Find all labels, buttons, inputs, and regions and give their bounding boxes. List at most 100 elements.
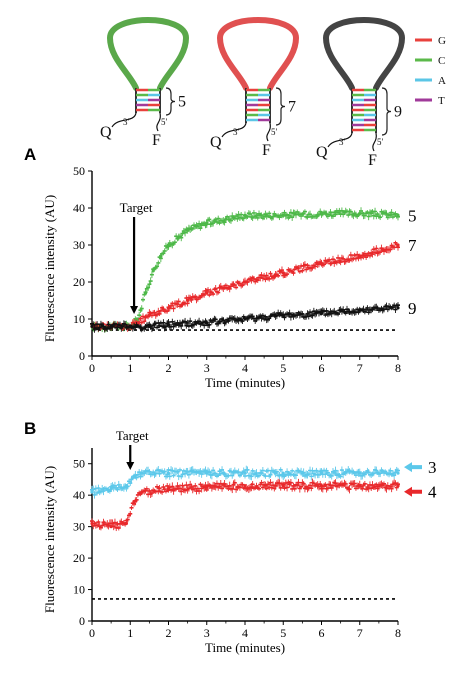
end-3-label: 3′ [233, 127, 240, 137]
tail-3 [327, 132, 353, 148]
series-point [205, 471, 209, 475]
series-point [358, 211, 362, 216]
series-4 [90, 478, 400, 532]
series-point [396, 243, 400, 247]
series-point [166, 243, 171, 247]
tail-5 [156, 112, 161, 132]
y-tick-label: 0 [79, 614, 85, 628]
series-point [140, 471, 144, 475]
stem-brace [275, 87, 286, 126]
series-point [281, 484, 285, 488]
hairpin-1: 5 3′ 5′ Q F [100, 17, 190, 149]
series-point [159, 254, 163, 258]
series-3 [90, 465, 400, 499]
x-tick-label: 3 [204, 626, 210, 640]
x-tick-label: 5 [280, 626, 286, 640]
x-tick-label: 5 [280, 361, 286, 375]
x-tick-label: 2 [166, 626, 172, 640]
series-point [319, 211, 324, 216]
stem-length-label: 5 [178, 94, 186, 111]
x-tick-label: 8 [395, 626, 401, 640]
series-label-7: 7 [408, 236, 417, 255]
tail-3 [111, 112, 137, 128]
series-point [109, 525, 113, 529]
series-point [166, 471, 171, 475]
y-tick-label: 20 [73, 275, 85, 289]
x-tick-label: 1 [127, 626, 133, 640]
series-point [143, 291, 148, 295]
series-point [319, 311, 324, 316]
panel-label-a: A [24, 145, 36, 164]
series-point [358, 254, 362, 258]
series-point [319, 261, 324, 266]
x-tick-label: 4 [242, 361, 248, 375]
tail-3 [221, 122, 247, 138]
series-point [124, 521, 129, 526]
y-tick-label: 50 [73, 457, 85, 471]
hairpin-3: 9 3′ 5′ Q F [316, 17, 406, 169]
y-tick-label: 40 [73, 201, 85, 215]
tail-5 [372, 132, 377, 152]
y-tick-label: 10 [73, 312, 85, 326]
fluorophore-label: F [368, 152, 377, 169]
x-tick-label: 8 [395, 361, 401, 375]
series-point [319, 471, 324, 475]
x-tick-label: 0 [89, 626, 95, 640]
target-arrow-head [126, 462, 135, 470]
series-point [124, 484, 129, 488]
series-point [132, 474, 136, 478]
series-point [132, 499, 136, 504]
series-point [205, 291, 209, 295]
x-tick-label: 6 [319, 361, 325, 375]
y-tick-label: 0 [79, 349, 85, 363]
fluorophore-label: F [152, 132, 161, 149]
series-point [166, 487, 171, 491]
target-annotation-label: Target [116, 428, 149, 443]
series-point [151, 269, 155, 273]
series-point [109, 324, 113, 328]
quencher-label: Q [210, 134, 222, 151]
series-point [224, 217, 228, 221]
series-point [186, 228, 190, 232]
series-point [186, 298, 190, 303]
quencher-label: Q [100, 124, 112, 141]
x-tick-label: 7 [357, 626, 363, 640]
series-point [205, 221, 209, 225]
x-tick-label: 2 [166, 361, 172, 375]
target-annotation-label: Target [120, 200, 153, 215]
series-point [205, 485, 209, 489]
series-point [319, 484, 324, 488]
series-label-3: 3 [428, 458, 437, 477]
series-point [358, 308, 362, 312]
series-point [90, 521, 94, 526]
end-5-label: 5′ [271, 127, 278, 137]
series-point [166, 322, 171, 327]
series-point [358, 484, 362, 488]
legend-label-g: G [438, 35, 446, 47]
chart-panel-a: 0 1 2 3 4 5 6 7 8 0 10 20 30 40 50 Time (minutes) Fluore… [42, 164, 417, 390]
stem-length-label: 7 [288, 99, 296, 116]
series-point [243, 471, 247, 475]
end-5-label: 5′ [161, 117, 168, 127]
x-tick-label: 1 [127, 361, 133, 375]
series-9 [90, 302, 400, 333]
series-label-5: 5 [408, 206, 417, 225]
y-tick-label: 40 [73, 488, 85, 502]
series-point [128, 324, 132, 328]
series-label-9: 9 [408, 299, 417, 318]
x-axis-label: Time (minutes) [205, 375, 285, 390]
series-point [396, 471, 400, 475]
series-label-4: 4 [428, 483, 437, 502]
series-point [147, 324, 151, 328]
series-point [243, 213, 247, 217]
series-point [147, 313, 151, 317]
series-point [166, 306, 171, 310]
x-tick-label: 7 [357, 361, 363, 375]
stem-brace [381, 87, 392, 136]
series-arrow-3 [404, 462, 422, 473]
series-point [243, 484, 247, 488]
hairpin-loop [216, 17, 300, 91]
hairpin-2: 7 3′ 5′ Q F [210, 17, 300, 159]
